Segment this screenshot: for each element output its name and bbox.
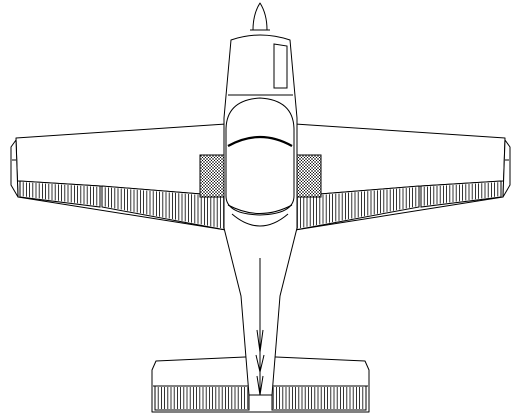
horizontal-stabilizer	[151, 356, 370, 413]
right-elevator	[271, 385, 367, 411]
right-wing-walkway	[293, 154, 322, 198]
canopy-frame-bow	[227, 136, 293, 147]
left-wing-walkway	[199, 154, 228, 198]
left-flap	[101, 185, 227, 231]
rudder-outline	[255, 329, 265, 396]
right-wing-tip	[502, 139, 511, 198]
propeller-spinner	[252, 2, 268, 31]
left-aileron	[19, 180, 101, 208]
canopy-rear-frame	[227, 204, 293, 214]
left-wing	[10, 123, 227, 231]
canopy	[225, 97, 295, 227]
right-flap	[294, 185, 420, 231]
right-wing	[294, 123, 511, 231]
left-wing-tip	[10, 139, 19, 198]
right-aileron	[420, 180, 502, 208]
left-elevator	[154, 385, 250, 411]
exhaust-panel	[273, 43, 288, 89]
